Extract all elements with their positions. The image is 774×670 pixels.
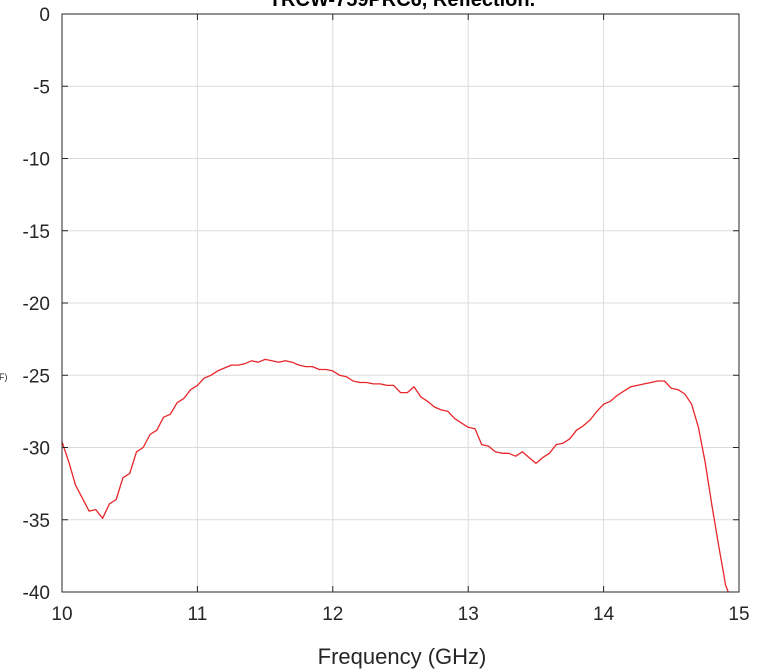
x-tick-label: 14 [593,604,615,625]
y-tick-label: -30 [23,439,50,460]
x-tick-label: 10 [51,604,72,625]
y-tick-label: -10 [23,150,50,171]
y-tick-label: -5 [33,77,50,98]
y-tick-label: 0 [39,5,50,26]
y-tick-label: -25 [23,366,50,387]
x-tick-labels: 10 11 12 13 14 15 [51,604,749,625]
chart-title: TRCW-759PRC6, Reflection. [269,0,535,11]
x-ticks [61,14,740,592]
series-layer [61,358,729,593]
x-tick-label: 12 [322,604,343,625]
y-tick-label: -15 [23,222,50,243]
y-ticks [62,13,739,593]
y-axis-label-fragment: F) [0,372,8,382]
x-axis-label: Frequency (GHz) [318,644,487,669]
x-tick-label: 11 [188,604,208,625]
y-tick-labels: 0 -5 -10 -15 -20 -25 -30 -35 -40 [23,5,50,604]
y-tick-label: -40 [23,583,50,604]
y-tick-label: -20 [23,294,50,315]
x-tick-label: 13 [458,604,479,625]
x-tick-label: 15 [728,604,749,625]
reflection-series-line [61,358,729,593]
y-tick-label: -35 [23,511,50,532]
